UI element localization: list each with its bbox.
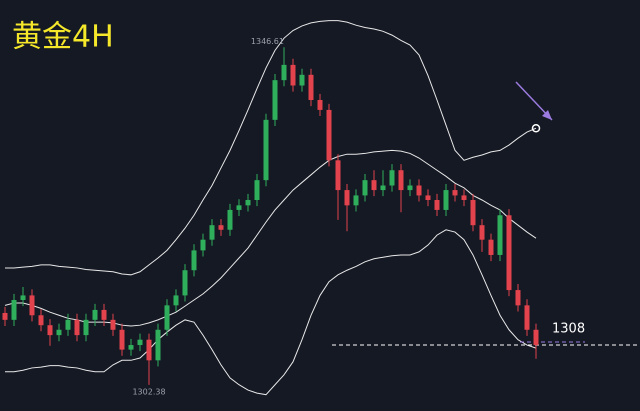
candle-body	[515, 290, 521, 306]
candle-body	[425, 195, 431, 200]
candle-body	[272, 80, 278, 120]
candle-body	[479, 225, 485, 240]
candle-body	[173, 295, 179, 306]
candle-body	[11, 300, 17, 320]
candle-body	[146, 339, 152, 361]
candle-body	[119, 329, 125, 350]
candle-body	[227, 209, 233, 230]
candle-body	[281, 64, 287, 81]
band-end-marker	[531, 123, 541, 133]
candle-body	[38, 315, 44, 326]
candle-body	[389, 170, 395, 186]
candle-body	[110, 319, 116, 330]
candle-body	[263, 119, 269, 181]
candle-body	[506, 215, 512, 291]
candle-body	[29, 295, 35, 316]
candle-body	[56, 329, 62, 336]
low-label: 1302.38	[132, 387, 165, 396]
candle-body	[218, 225, 224, 230]
candle-body	[380, 185, 386, 191]
band-middle	[4, 149, 537, 327]
candle-body	[461, 195, 467, 200]
candle-body	[371, 180, 377, 191]
candle-body	[290, 64, 296, 86]
candle-body	[2, 312, 8, 320]
candle-body	[92, 309, 98, 320]
candle-body	[236, 205, 242, 210]
arrow-head	[542, 110, 552, 120]
candle-body	[308, 74, 314, 100]
candle-body	[74, 319, 80, 336]
candle-body	[470, 200, 476, 226]
candle-body	[443, 190, 449, 210]
candle-body	[416, 185, 422, 196]
candle-body	[155, 329, 161, 361]
high-label: 1346.61	[251, 37, 284, 46]
candle-body	[407, 185, 413, 191]
candle-body	[101, 309, 107, 320]
candle-body	[335, 160, 341, 191]
candle-body	[353, 195, 359, 206]
candle-body	[344, 190, 350, 206]
candle-body	[20, 295, 26, 300]
candle-body	[191, 250, 197, 271]
candle-body	[452, 190, 458, 196]
candle-body	[65, 319, 71, 330]
candle-body	[326, 109, 332, 161]
candle-body	[200, 239, 206, 251]
candle-body	[245, 200, 251, 206]
candle-body	[398, 170, 404, 191]
candle-body	[317, 100, 323, 110]
candle-body	[524, 305, 530, 330]
level-label: 1308	[552, 321, 585, 336]
candle-body	[83, 319, 89, 336]
candle-body	[182, 270, 188, 296]
candle-body	[362, 180, 368, 196]
candle-body	[128, 345, 134, 350]
candle-body	[497, 215, 503, 255]
candle-body	[47, 325, 53, 336]
candle-body	[164, 305, 170, 330]
candle-body	[488, 239, 494, 255]
band-lower	[5, 229, 537, 396]
candle-body	[254, 180, 260, 200]
candle-body	[209, 225, 215, 240]
candle-body	[299, 74, 305, 86]
band-upper	[5, 20, 537, 276]
chart-title: 黄金4H	[12, 20, 114, 55]
candle-body	[533, 329, 539, 346]
candle-body	[137, 339, 143, 346]
candle-body	[434, 200, 440, 210]
